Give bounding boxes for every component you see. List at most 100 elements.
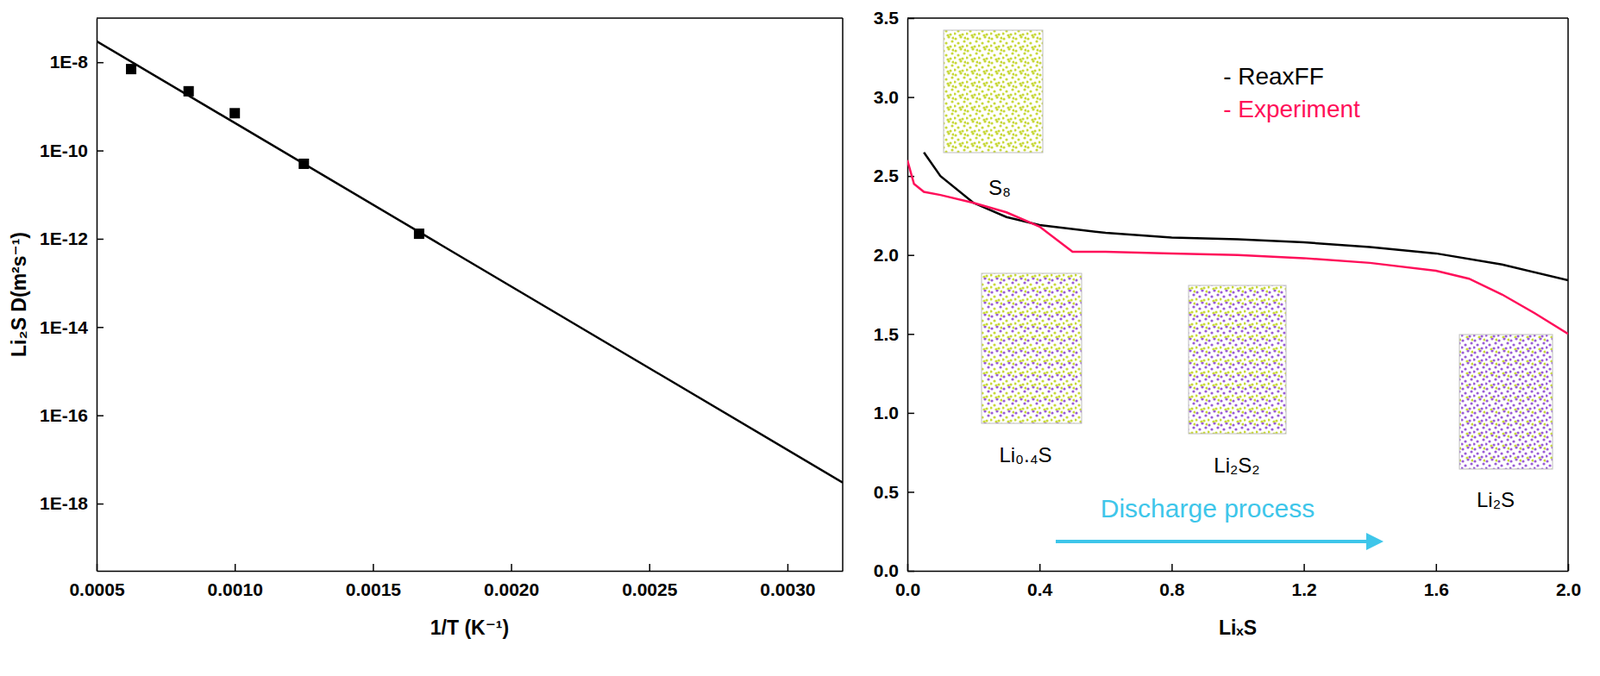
tick: 2.0 — [873, 244, 915, 265]
axis-line — [96, 18, 99, 572]
tick-mark — [96, 238, 104, 241]
tick-label: 0.0005 — [69, 579, 126, 600]
tick-mark — [96, 326, 104, 329]
y-axis: 0.0 0.5 1.0 1.5 2.0 2.5 3.0 3.5 — [873, 7, 915, 581]
frame — [1567, 18, 1569, 571]
inset-label: Li₂S₂ — [1213, 453, 1260, 477]
tick-label: 1.6 — [1424, 579, 1450, 600]
tick: 0.0030 — [759, 564, 816, 600]
tick: 2.0 — [1556, 564, 1582, 600]
tick-label: 1E-10 — [39, 140, 88, 161]
tick-mark — [907, 413, 915, 415]
frame — [96, 17, 843, 19]
plot-area — [96, 41, 843, 484]
point — [229, 107, 240, 119]
tick-label: 1E-16 — [39, 405, 88, 426]
tick-mark — [907, 333, 915, 336]
tick-mark — [1171, 564, 1174, 571]
legend: - ReaxFF - Experiment — [1223, 62, 1361, 123]
tick: 1.0 — [873, 402, 915, 423]
tick-mark — [1303, 564, 1306, 571]
tick-mark — [372, 564, 375, 571]
tick-mark — [907, 570, 915, 573]
inset-image — [943, 30, 1043, 153]
inset-label: S₈ — [988, 175, 1011, 200]
tick-mark — [1039, 564, 1042, 571]
arrow — [1055, 539, 1381, 544]
tick-label: 0.0010 — [207, 579, 264, 600]
tick: 0.0015 — [345, 564, 402, 600]
tick-label: 0.0020 — [483, 579, 540, 600]
line — [923, 152, 1569, 281]
tick-mark — [510, 564, 513, 571]
tick-mark — [96, 150, 104, 152]
chart-panel: 0.0 0.4 0.8 1.2 1.6 2.0 0.0 0.5 1.0 1.5 2.0 2.5 3.0 3… — [873, 7, 1582, 640]
annotation: Discharge process — [1100, 494, 1315, 523]
tick-label: 3.5 — [873, 7, 900, 28]
y-axis: 1E-8 1E-10 1E-12 1E-14 1E-16 1E-18 — [39, 18, 104, 572]
x-axis: 0.0 0.4 0.8 1.2 1.6 2.0 — [895, 564, 1582, 600]
tick-label: 3.0 — [873, 87, 899, 107]
tick: 0.0025 — [621, 564, 678, 600]
point — [125, 63, 137, 75]
tick-mark — [1436, 564, 1438, 571]
legend-entry: - ReaxFF — [1223, 62, 1324, 90]
tick: 1E-16 — [39, 405, 104, 426]
tick-label: 0.5 — [873, 482, 900, 502]
tick-label: 2.5 — [873, 165, 900, 186]
figure: 0.0005 0.0010 0.0015 0.0020 0.0025 0.0030 1E-8… — [0, 0, 1600, 676]
inset-image — [981, 273, 1082, 424]
tick-label: 1.5 — [873, 324, 900, 345]
line — [96, 41, 843, 484]
tick-label: 1E-12 — [39, 228, 88, 249]
tick: 1E-18 — [39, 493, 104, 514]
tick-label: 1E-8 — [50, 51, 89, 72]
tick: 3.0 — [873, 87, 915, 107]
tick: 1.2 — [1291, 564, 1317, 600]
x-axis: 0.0005 0.0010 0.0015 0.0020 0.0025 0.0030 — [69, 564, 843, 600]
axis-line — [97, 570, 844, 573]
chart-panel: 0.0005 0.0010 0.0015 0.0020 0.0025 0.0030 1E-8… — [7, 18, 844, 640]
tick: 0.8 — [1159, 564, 1186, 600]
tick-label: 0.4 — [1027, 579, 1054, 600]
tick: 0.5 — [873, 482, 915, 502]
tick-label: 0.8 — [1159, 579, 1186, 600]
inset-label: Li₀.₄S — [998, 443, 1052, 467]
tick: 1E-14 — [39, 317, 104, 338]
tick-label: 0.0 — [873, 560, 899, 581]
tick-label: 1.2 — [1291, 579, 1317, 600]
inset-image — [1459, 334, 1553, 470]
frame — [907, 17, 1569, 19]
tick-mark — [907, 18, 915, 20]
frame — [841, 18, 844, 571]
inset-image — [1188, 285, 1287, 434]
tick: 0.0010 — [207, 564, 264, 600]
tick-mark — [907, 96, 915, 99]
legend-entry: - Experiment — [1223, 95, 1361, 123]
tick: 1.5 — [873, 324, 915, 345]
tick-label: 0.0030 — [759, 579, 816, 600]
tick-label: 1E-18 — [39, 493, 88, 514]
tick-label: 1E-14 — [39, 317, 88, 338]
annotations: S₈ Li₀.₄S Li₂S₂ Li₂S Discharge process — [943, 30, 1553, 542]
axis-line — [908, 570, 1569, 573]
tick-mark — [96, 414, 104, 417]
tick: 1.6 — [1424, 564, 1450, 600]
tick: 1E-8 — [50, 51, 104, 72]
tick-label: 0.0 — [895, 579, 921, 600]
inset-label: Li₂S — [1476, 488, 1515, 512]
tick: 1E-10 — [39, 140, 104, 161]
tick: 1E-12 — [39, 228, 104, 249]
tick-mark — [96, 62, 104, 64]
tick-label: 2.0 — [1556, 579, 1582, 600]
tick: 0.4 — [1027, 564, 1054, 600]
tick-label: 0.0025 — [621, 579, 678, 600]
tick: 0.0 — [873, 560, 915, 581]
tick-mark — [96, 503, 104, 506]
tick-mark — [907, 491, 915, 494]
tick-mark — [1568, 564, 1570, 571]
x-axis-title: LiₓS — [1218, 616, 1257, 640]
y-axis-title: Li₂S D(m²s⁻¹) — [7, 232, 31, 358]
tick: 2.5 — [873, 165, 915, 186]
tick: 3.5 — [873, 7, 915, 28]
